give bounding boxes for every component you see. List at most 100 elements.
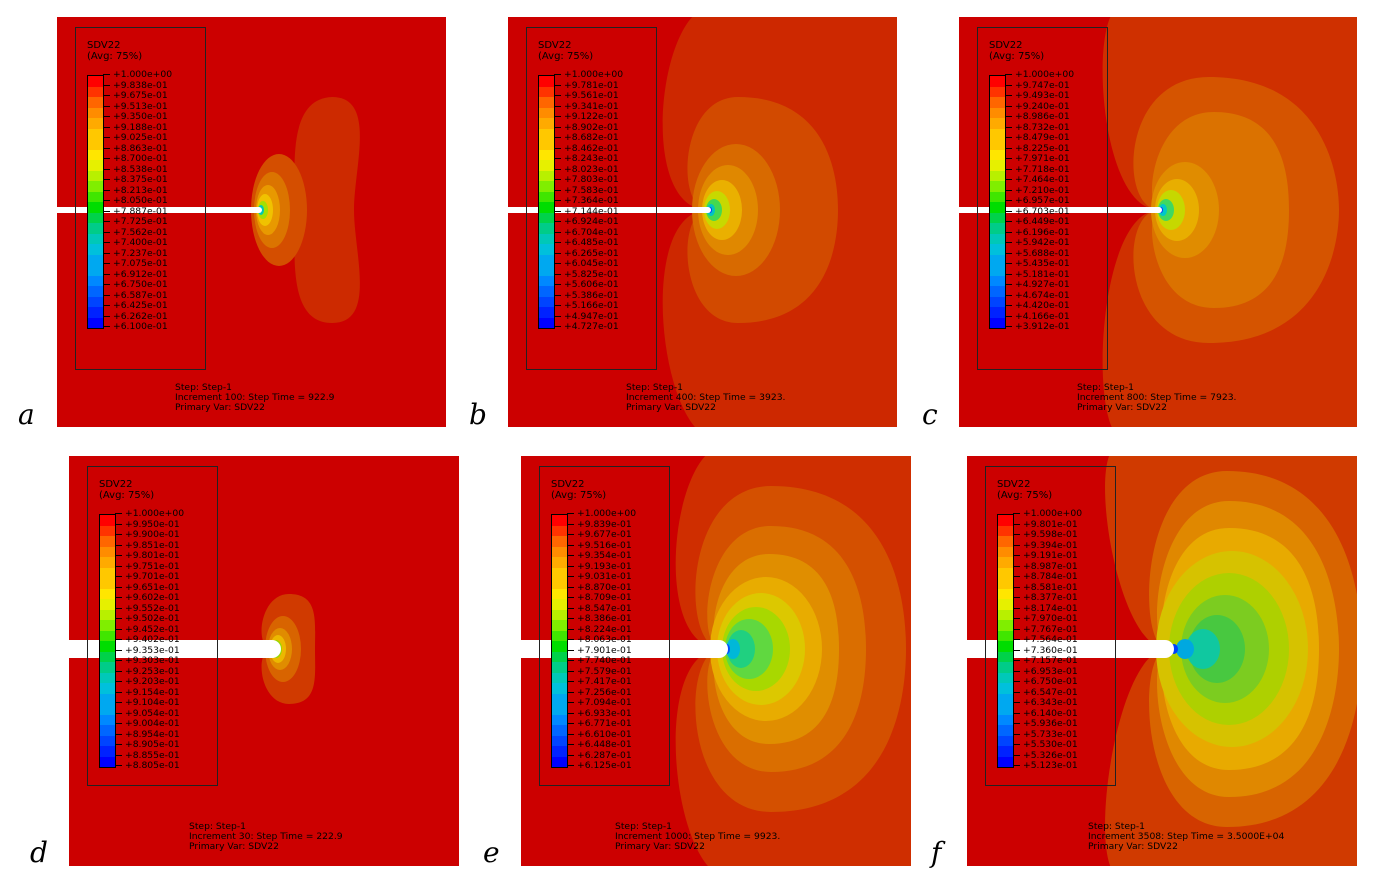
legend-tick-label: +7.360e-01 (1013, 645, 1078, 656)
legend-tick-label: +6.449e-01 (1005, 217, 1070, 227)
legend-tick-label: +6.912e-01 (103, 269, 168, 280)
legend-tick-label: +9.851e-01 (115, 540, 180, 551)
colorbar-segment (552, 693, 567, 704)
colorbar-segment (998, 536, 1013, 547)
colorbar-segment (539, 139, 554, 150)
legend-tick-label: +7.803e-01 (554, 175, 619, 185)
panel-letter-f: f (931, 836, 942, 869)
legend-tick-label: +9.801e-01 (115, 551, 180, 561)
colorbar-segment (88, 86, 103, 97)
colorbar-segment (990, 191, 1005, 202)
colorbar-segment (998, 672, 1013, 683)
colorbar-segment (552, 588, 567, 599)
legend-tick-label: +8.784e-01 (1013, 572, 1078, 582)
legend-tick-label: +7.144e-01 (554, 206, 619, 217)
colorbar-segment (552, 714, 567, 725)
colorbar-segment (539, 233, 554, 244)
legend-tick-label: +9.193e-01 (567, 561, 632, 572)
colorbar-segment (990, 118, 1005, 129)
legend-tick-label: +9.747e-01 (1005, 80, 1070, 91)
colorbar-segment (552, 546, 567, 557)
legend-tick-label: +9.561e-01 (554, 91, 619, 101)
colorbar-segment (552, 515, 567, 526)
legend-tick-label: +5.530e-01 (1013, 740, 1078, 750)
colorbar-segment (539, 191, 554, 202)
colorbar-segment (998, 641, 1013, 652)
colorbar-segment (100, 683, 115, 694)
legend-tick-label: +9.900e-01 (115, 530, 180, 540)
legend-tick-label: +8.050e-01 (103, 196, 168, 206)
colorbar-segment (990, 212, 1005, 223)
step-info: Step: Step-1 Increment 100: Step Time = … (175, 382, 335, 413)
colorbar-segment (552, 567, 567, 578)
legend-tick-label: +8.682e-01 (554, 133, 619, 143)
panel-letter-b: b (469, 398, 487, 431)
legend-title: SDV22 (Avg: 75%) (87, 40, 143, 62)
legend-tick-label: +4.727e-01 (554, 322, 619, 332)
legend-tick-label: +7.970e-01 (1013, 614, 1078, 624)
colorbar-segment (88, 244, 103, 255)
panel-b: SDV22 (Avg: 75%) +1.000e+00 +9.781e-01 +9.5… (508, 17, 897, 427)
legend-tick-label: +5.166e-01 (554, 301, 619, 311)
legend-tick-label: +8.375e-01 (103, 175, 168, 185)
color-legend: SDV22 (Avg: 75%) +1.000e+00 +9.781e-01 +9.5… (526, 27, 657, 370)
legend-tick-label: +6.196e-01 (1005, 227, 1070, 238)
legend-tick-label: +8.225e-01 (1005, 143, 1070, 154)
color-legend: SDV22 (Avg: 75%) +1.000e+00 +9.839e-01 +9.6… (539, 466, 670, 786)
legend-tick-label: +6.485e-01 (554, 238, 619, 248)
legend-tick-label: +8.462e-01 (554, 143, 619, 154)
legend-tick-label: +7.887e-01 (103, 206, 168, 217)
colorbar-segment (88, 307, 103, 318)
legend-tick-label: +6.703e-01 (1005, 206, 1070, 217)
legend-tick-label: +7.767e-01 (1013, 624, 1078, 635)
colorbar-segment (88, 296, 103, 307)
colorbar-segment (998, 704, 1013, 715)
colorbar-segment (88, 212, 103, 223)
legend-tick-label: +8.954e-01 (115, 729, 180, 740)
colorbar-segment (998, 630, 1013, 641)
colorbar-segment (100, 609, 115, 620)
colorbar-segment (100, 578, 115, 589)
color-legend: SDV22 (Avg: 75%) +1.000e+00 +9.838e-01 +9.6… (75, 27, 206, 370)
legend-tick-label: +7.256e-01 (567, 687, 632, 698)
legend-tick-label: +6.287e-01 (567, 750, 632, 761)
legend-tick-label: +9.675e-01 (103, 91, 168, 101)
colorbar-segment (990, 170, 1005, 181)
legend-tick-label: +8.224e-01 (567, 624, 632, 635)
legend-tick-label: +9.781e-01 (554, 80, 619, 91)
legend-tick-label: +8.174e-01 (1013, 603, 1078, 614)
colorbar-segment (539, 296, 554, 307)
colorbar-segment (100, 599, 115, 610)
colorbar-segment (539, 149, 554, 160)
colorbar-segment (990, 244, 1005, 255)
legend-tick-label: +5.123e-01 (1013, 761, 1078, 771)
colorbar-segment (100, 620, 115, 631)
colorbar-segment (539, 170, 554, 181)
legend-tick-label: +7.718e-01 (1005, 164, 1070, 175)
legend-tick-label: +6.750e-01 (103, 280, 168, 290)
colorbar-segment (88, 181, 103, 192)
legend-tick-label: +9.253e-01 (115, 666, 180, 677)
legend-tick-label: +6.425e-01 (103, 301, 168, 311)
legend-tick-label: +9.838e-01 (103, 80, 168, 91)
colorbar-segment (990, 181, 1005, 192)
colorbar-segment (552, 620, 567, 631)
colorbar-segment (100, 536, 115, 547)
colorbar-segment (88, 118, 103, 129)
colorbar-segment (990, 265, 1005, 276)
legend-tick-label: +9.552e-01 (115, 603, 180, 614)
step-info: Step: Step-1 Increment 30: Step Time = 2… (189, 821, 343, 852)
colorbar-segment (100, 651, 115, 662)
colorbar-segment (100, 756, 115, 767)
colorbar (997, 514, 1014, 768)
legend-tick-label: +9.651e-01 (115, 582, 180, 593)
legend-tick-label: +1.000e+00 (115, 509, 184, 519)
colorbar-segment (88, 223, 103, 234)
colorbar-segment (88, 149, 103, 160)
legend-tick-label: +9.598e-01 (1013, 530, 1078, 540)
colorbar-segment (990, 97, 1005, 108)
legend-tick-label: +9.054e-01 (115, 708, 180, 719)
colorbar-segment (552, 683, 567, 694)
legend-tick-label: +6.704e-01 (554, 227, 619, 238)
colorbar-segment (100, 662, 115, 673)
